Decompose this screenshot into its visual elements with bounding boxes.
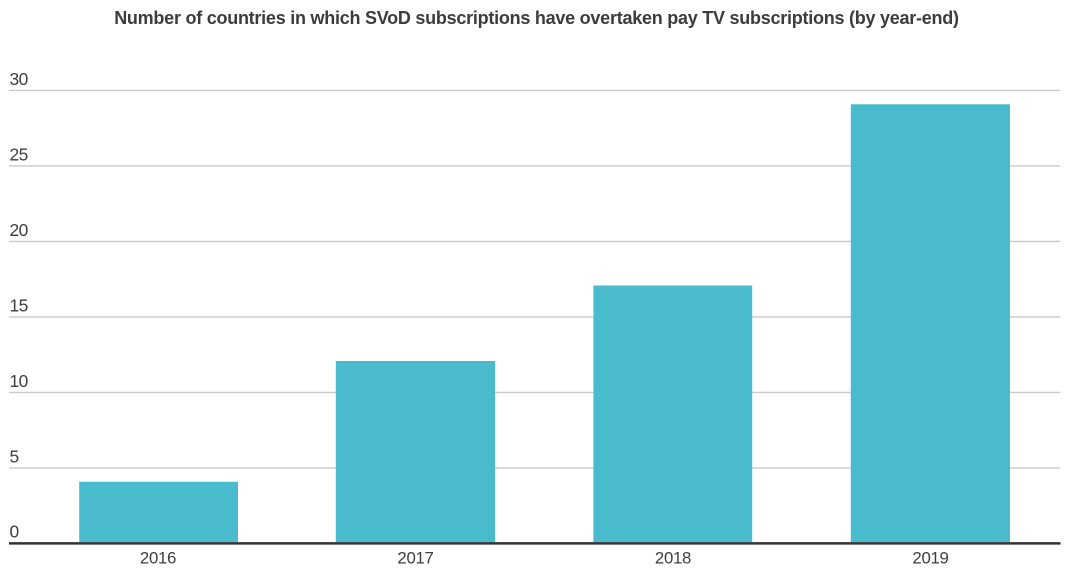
svg-text:0: 0 [10, 522, 19, 542]
svg-text:2017: 2017 [397, 549, 433, 568]
svg-text:2018: 2018 [655, 549, 691, 568]
svg-text:15: 15 [10, 296, 28, 316]
svg-text:10: 10 [10, 371, 28, 391]
svg-text:2019: 2019 [912, 549, 948, 568]
svg-text:30: 30 [10, 69, 28, 89]
svg-text:2016: 2016 [140, 549, 176, 568]
svg-text:25: 25 [10, 145, 28, 165]
svg-text:5: 5 [10, 447, 19, 467]
svg-text:20: 20 [10, 220, 28, 240]
svg-text:Number of countries in which S: Number of countries in which SVoD subscr… [114, 8, 959, 28]
